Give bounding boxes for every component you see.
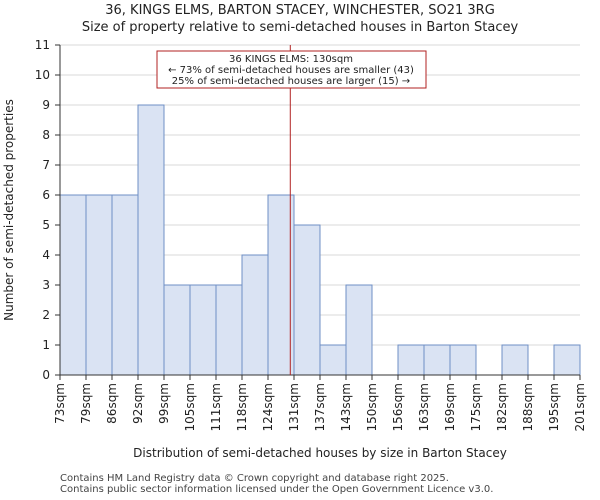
chart: 36, KINGS ELMS, BARTON STACEY, WINCHESTE… <box>2 3 587 460</box>
x-tick-label: 73sqm <box>53 383 67 424</box>
y-tick-label: 5 <box>42 218 50 232</box>
x-tick-label: 79sqm <box>79 383 93 424</box>
annotation-line-3: 25% of semi-detached houses are larger (… <box>172 76 410 87</box>
x-tick-label: 118sqm <box>235 383 249 431</box>
y-tick-label: 2 <box>42 308 50 322</box>
x-tick-label: 175sqm <box>469 383 483 431</box>
x-tick-label: 201sqm <box>573 383 587 431</box>
x-tick-label: 163sqm <box>417 383 431 431</box>
bars <box>59 104 581 376</box>
y-tick-label: 1 <box>42 338 50 352</box>
property-annotation: 36 KINGS ELMS: 130sqm ← 73% of semi-deta… <box>156 50 427 89</box>
annotation-line-2: ← 73% of semi-detached houses are smalle… <box>168 65 414 76</box>
bar <box>501 344 529 376</box>
x-axis: 73sqm 79sqm 86sqm 92sqm 99sqm 105sqm 111sqm 118… <box>53 375 587 431</box>
bar <box>215 284 243 376</box>
bar <box>137 104 165 376</box>
bar <box>85 194 113 376</box>
bar <box>111 194 139 376</box>
bar <box>189 284 217 376</box>
footer-line-1: Contains HM Land Registry data © Crown c… <box>60 473 449 484</box>
x-tick-label: 86sqm <box>105 383 119 424</box>
x-tick-label: 137sqm <box>313 383 327 431</box>
x-tick-label: 111sqm <box>209 383 223 431</box>
bar <box>553 344 581 376</box>
bar <box>59 194 87 376</box>
chart-subtitle: Size of property relative to semi-detach… <box>82 20 519 35</box>
annotation-box <box>156 50 427 89</box>
bar <box>267 194 295 376</box>
y-tick-label: 0 <box>42 368 50 382</box>
y-tick-label: 6 <box>42 188 50 202</box>
x-tick-label: 143sqm <box>339 383 353 431</box>
x-tick-label: 188sqm <box>521 383 535 431</box>
y-tick-label: 4 <box>42 248 50 262</box>
x-tick-label: 195sqm <box>547 383 561 431</box>
x-axis-label: Distribution of semi-detached houses by … <box>133 446 507 460</box>
y-tick-label: 7 <box>42 158 50 172</box>
x-tick-label: 124sqm <box>261 383 275 431</box>
bar <box>345 284 373 376</box>
y-tick-label: 9 <box>42 98 50 112</box>
bar <box>319 344 347 376</box>
x-tick-label: 156sqm <box>391 383 405 431</box>
bar <box>241 254 269 376</box>
x-tick-label: 169sqm <box>443 383 457 431</box>
bar <box>163 284 191 376</box>
x-tick-label: 150sqm <box>365 383 379 431</box>
annotation-line-1: 36 KINGS ELMS: 130sqm <box>229 54 353 65</box>
y-tick-label: 3 <box>42 278 50 292</box>
x-tick-label: 131sqm <box>287 383 301 431</box>
bar <box>397 344 425 376</box>
bar <box>423 344 451 376</box>
x-tick-label: 99sqm <box>157 383 171 424</box>
y-tick-label: 10 <box>35 68 50 82</box>
y-axis-label: Number of semi-detached properties <box>2 99 16 321</box>
chart-title: 36, KINGS ELMS, BARTON STACEY, WINCHESTE… <box>105 3 495 18</box>
y-tick-label: 8 <box>42 128 50 142</box>
bar <box>449 344 477 376</box>
y-tick-label: 11 <box>35 38 50 52</box>
footer-line-2: Contains public sector information licen… <box>60 484 494 495</box>
x-tick-label: 105sqm <box>183 383 197 431</box>
bar <box>293 224 321 376</box>
x-tick-label: 92sqm <box>131 383 145 424</box>
x-tick-label: 182sqm <box>495 383 509 431</box>
